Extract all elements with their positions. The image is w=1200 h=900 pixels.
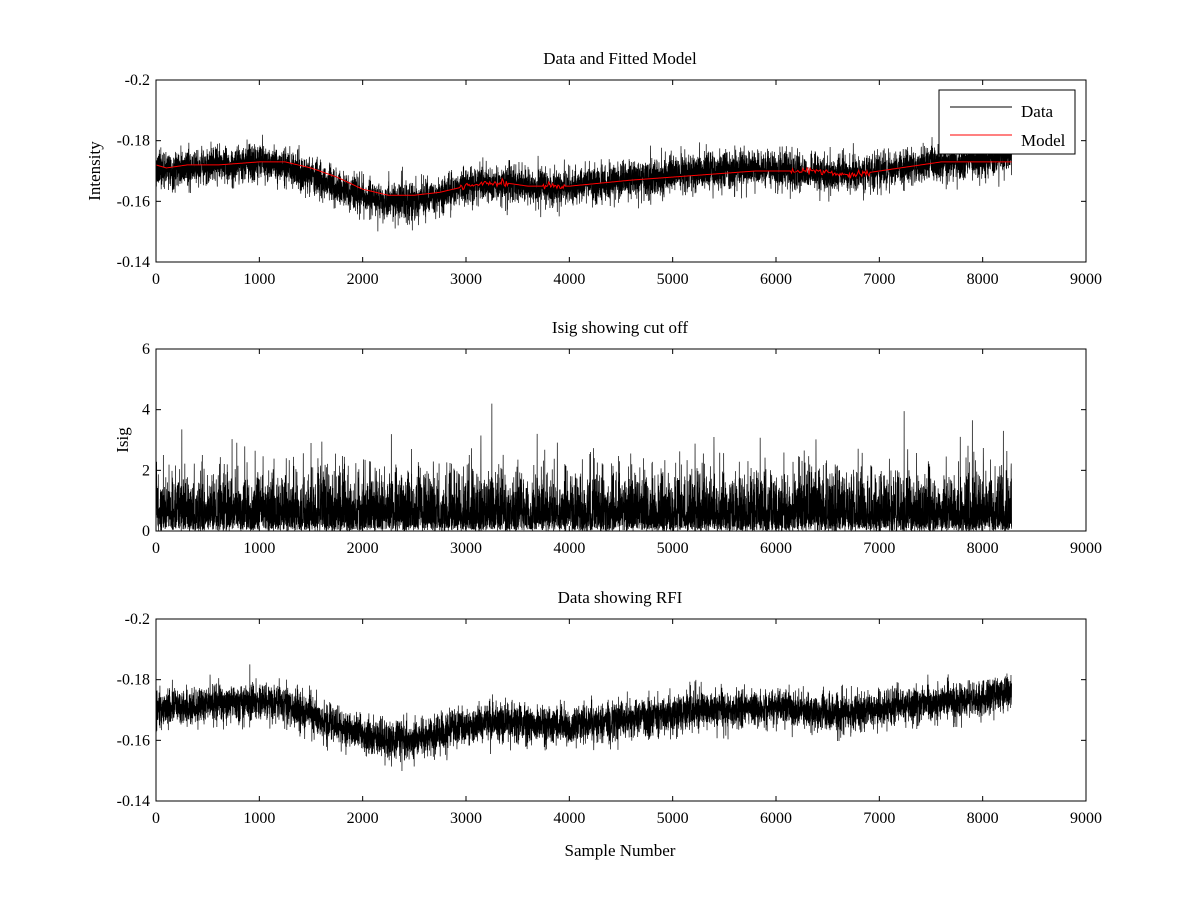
- x-tick-label: 3000: [450, 271, 482, 288]
- y-tick-label: -0.16: [117, 732, 150, 749]
- y-tick-label: -0.2: [125, 611, 150, 628]
- x-tick-label: 0: [152, 810, 160, 827]
- legend-box: [938, 89, 1076, 155]
- y-tick-label: 0: [142, 523, 150, 540]
- panel-3-frame: [155, 618, 1087, 802]
- panel-2-axes: 0 1000 2000 3000 4000 5000 6000 7000 8000 9000 0 2 4…: [142, 341, 1102, 557]
- panel-data-and-model: Data and Fitted Model Intensity 0 1000 200…: [85, 49, 1102, 288]
- panel-1-ylabel: Intensity: [85, 141, 104, 201]
- y-tick-label: -0.18: [117, 672, 150, 689]
- x-tick-label: 9000: [1070, 540, 1102, 557]
- x-tick-label: 1000: [243, 810, 275, 827]
- x-tick-label: 5000: [657, 540, 689, 557]
- x-tick-label: 8000: [967, 271, 999, 288]
- x-tick-label: 1000: [243, 271, 275, 288]
- x-tick-label: 2000: [347, 540, 379, 557]
- y-tick-label: 4: [142, 402, 150, 419]
- panel-3-title: Data showing RFI: [558, 588, 683, 607]
- x-tick-label: 8000: [967, 540, 999, 557]
- series-line-isig: [155, 403, 1012, 532]
- x-tick-label: 4000: [553, 540, 585, 557]
- panel-2-plot-area: [155, 403, 1012, 532]
- y-tick-label: -0.18: [117, 133, 150, 150]
- legend: Data Model: [938, 89, 1076, 155]
- panel-data-rfi: Data showing RFI 0 1000 2000 3000 4000 5000 60…: [117, 588, 1102, 860]
- x-tick-label: 8000: [967, 810, 999, 827]
- y-tick-label: -0.14: [117, 254, 150, 271]
- panel-3-axes: 0 1000 2000 3000 4000 5000 6000 7000 8000 9000 -0.…: [117, 611, 1102, 827]
- x-tick-label: 9000: [1070, 810, 1102, 827]
- y-tick-label: 2: [142, 462, 150, 479]
- x-tick-label: 1000: [243, 540, 275, 557]
- x-tick-label: 7000: [863, 271, 895, 288]
- panel-1-axes: 0 1000 2000 3000 4000 5000 6000 7000 8000 9000 -0.…: [117, 72, 1102, 288]
- legend-label-model: Model: [1021, 131, 1066, 150]
- x-tick-label: 0: [152, 271, 160, 288]
- panel-2-title: Isig showing cut off: [552, 318, 688, 337]
- x-tick-label: 4000: [553, 810, 585, 827]
- x-tick-label: 4000: [553, 271, 585, 288]
- series-line-data: [155, 664, 1012, 771]
- y-tick-label: -0.16: [117, 193, 150, 210]
- panel-2-ylabel: Isig: [113, 427, 132, 453]
- y-tick-label: 6: [142, 341, 150, 358]
- x-tick-label: 3000: [450, 810, 482, 827]
- x-tick-label: 9000: [1070, 271, 1102, 288]
- x-tick-label: 5000: [657, 810, 689, 827]
- x-tick-label: 7000: [863, 540, 895, 557]
- panel-3-xlabel: Sample Number: [565, 841, 676, 860]
- x-tick-label: 6000: [760, 540, 792, 557]
- panel-3-plot-area: [155, 664, 1012, 771]
- x-tick-label: 6000: [760, 810, 792, 827]
- series-line-model: [155, 161, 1012, 196]
- x-tick-label: 6000: [760, 271, 792, 288]
- x-tick-label: 5000: [657, 271, 689, 288]
- y-tick-label: -0.14: [117, 793, 150, 810]
- x-tick-label: 3000: [450, 540, 482, 557]
- x-tick-label: 2000: [347, 271, 379, 288]
- x-tick-label: 7000: [863, 810, 895, 827]
- panel-isig: Isig showing cut off Isig 0 1000 2000 3000 4…: [113, 318, 1102, 557]
- legend-label-data: Data: [1021, 102, 1054, 121]
- panel-2-frame: [155, 348, 1087, 532]
- panel-1-title: Data and Fitted Model: [543, 49, 697, 68]
- y-tick-label: -0.2: [125, 72, 150, 89]
- x-tick-label: 2000: [347, 810, 379, 827]
- x-tick-label: 0: [152, 540, 160, 557]
- panel-1-frame: [155, 79, 1087, 263]
- panel-1-plot-area: [155, 131, 1012, 232]
